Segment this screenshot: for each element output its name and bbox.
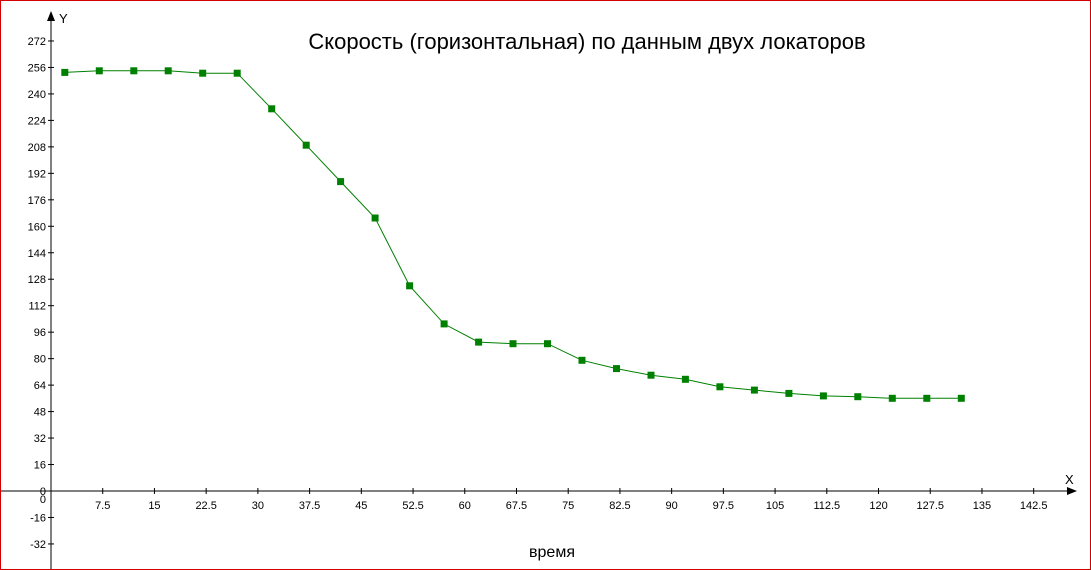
x-tick-label: 67.5	[506, 500, 527, 512]
series-line	[64, 70, 962, 399]
x-tick-label: 60	[459, 500, 471, 512]
tick-marks: -32 -16 0 16 32 48 64 80 96 112 128 144 160 176 192 208…	[28, 36, 1048, 551]
axes	[1, 11, 1077, 569]
y-tick-label: 64	[34, 380, 46, 392]
data-point	[647, 371, 655, 379]
data-point	[95, 67, 103, 75]
data-point	[233, 69, 241, 77]
y-axis-letter: Y	[59, 11, 68, 26]
x-tick-label: 0	[40, 494, 46, 506]
data-point	[544, 340, 551, 348]
data-point	[268, 105, 276, 113]
y-tick-label: 16	[34, 460, 46, 472]
y-tick-label: 128	[28, 274, 46, 286]
series-layer	[61, 67, 965, 402]
data-point	[854, 393, 862, 401]
y-tick-label: 48	[34, 407, 46, 419]
y-tick-label: 224	[28, 115, 46, 127]
x-tick-label: 112.5	[813, 500, 840, 512]
data-point	[440, 320, 448, 328]
data-point	[164, 67, 172, 75]
data-point	[716, 383, 724, 391]
data-point	[371, 214, 379, 222]
data-point	[957, 394, 965, 402]
x-axis-arrow	[1067, 487, 1077, 495]
data-point	[302, 141, 310, 149]
x-tick-label: 82.5	[609, 500, 630, 512]
data-point	[750, 386, 758, 394]
y-tick-label: 160	[28, 221, 46, 233]
data-point	[613, 365, 620, 373]
y-tick-label: 208	[28, 142, 46, 154]
y-tick-label: 272	[28, 36, 46, 48]
x-tick-label: 37.5	[299, 500, 320, 512]
y-tick-label: 96	[34, 327, 46, 339]
data-point	[578, 356, 586, 364]
x-tick-label: 120	[869, 500, 887, 512]
y-tick-label: -16	[30, 512, 46, 524]
y-tick-label: 32	[34, 433, 46, 445]
x-tick-label: 97.5	[713, 500, 734, 512]
y-tick-label: -32	[30, 539, 46, 551]
x-tick-label: 15	[148, 500, 160, 512]
data-point	[819, 392, 827, 400]
y-tick-label: 0	[40, 486, 46, 498]
data-point	[785, 389, 793, 397]
y-tick-label: 176	[28, 195, 46, 207]
x-tick-label: 22.5	[195, 500, 216, 512]
x-tick-label: 127.5	[916, 500, 944, 512]
data-point	[337, 178, 345, 186]
data-point	[509, 340, 517, 348]
data-point	[199, 69, 207, 77]
x-tick-label: 52.5	[402, 500, 423, 512]
x-axis-letter: X	[1065, 472, 1074, 487]
x-tick-label: 30	[252, 500, 264, 512]
y-tick-label: 144	[28, 248, 46, 260]
y-tick-label: 240	[28, 89, 46, 101]
y-tick-label: 192	[28, 168, 46, 180]
x-tick-label: 45	[355, 500, 367, 512]
y-tick-label: 112	[28, 301, 46, 313]
x-tick-label: 90	[666, 500, 678, 512]
data-point	[61, 68, 69, 76]
x-tick-label: 7.5	[95, 500, 110, 512]
data-point	[406, 282, 414, 290]
data-point	[923, 394, 931, 402]
data-point	[888, 394, 896, 402]
data-point	[130, 67, 138, 75]
x-tick-label: 142.5	[1020, 500, 1048, 512]
x-tick-label: 75	[562, 500, 574, 512]
x-tick-label: 135	[973, 500, 991, 512]
y-tick-label: 80	[34, 354, 46, 366]
data-point	[681, 375, 689, 383]
x-tick-label: 105	[766, 500, 784, 512]
y-tick-label: 256	[28, 62, 46, 74]
chart-title: Скорость (горизонтальная) по данным двух…	[308, 29, 865, 54]
y-axis-arrow	[47, 11, 55, 21]
x-axis-title: время	[529, 544, 575, 561]
data-point	[475, 338, 483, 346]
